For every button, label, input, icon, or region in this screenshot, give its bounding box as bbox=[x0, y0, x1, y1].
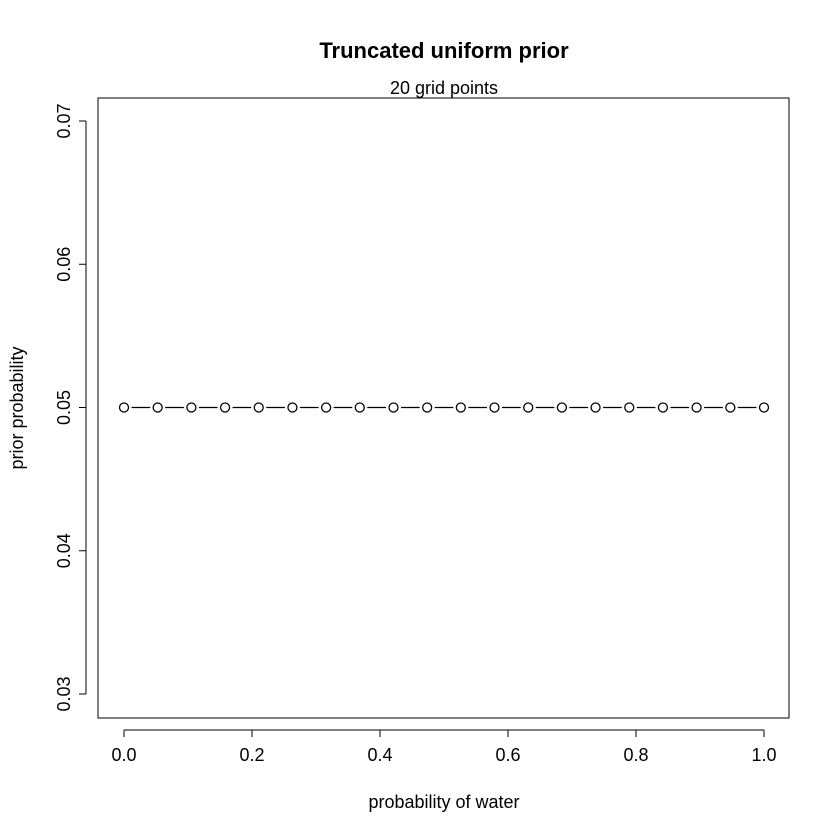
data-point bbox=[152, 402, 163, 413]
data-point bbox=[523, 402, 534, 413]
y-tick-label: 0.05 bbox=[54, 390, 74, 425]
chart-subtitle: 20 grid points bbox=[390, 78, 498, 98]
data-point bbox=[422, 402, 433, 413]
data-point bbox=[354, 402, 365, 413]
data-point bbox=[691, 402, 702, 413]
data-point bbox=[455, 402, 466, 413]
data-point bbox=[556, 402, 568, 413]
data-point bbox=[624, 402, 635, 413]
data-point bbox=[320, 402, 332, 413]
x-tick-label: 0.6 bbox=[495, 745, 520, 765]
x-axis-label: probability of water bbox=[368, 792, 519, 812]
data-point bbox=[118, 402, 130, 413]
series-layer bbox=[118, 402, 770, 413]
data-point bbox=[489, 402, 500, 413]
x-tick-label: 0.0 bbox=[111, 745, 136, 765]
plot-frame bbox=[97, 97, 790, 719]
data-point bbox=[657, 402, 669, 413]
data-point bbox=[388, 402, 399, 413]
x-tick-label: 0.4 bbox=[367, 745, 392, 765]
data-point bbox=[253, 402, 264, 413]
x-tick-label: 0.8 bbox=[623, 745, 648, 765]
x-tick-label: 1.0 bbox=[751, 745, 776, 765]
y-axis: 0.03 0.04 0.05 0.06 0.07 bbox=[54, 103, 87, 712]
y-tick-label: 0.06 bbox=[54, 247, 74, 282]
y-tick-label: 0.07 bbox=[54, 103, 74, 138]
data-point bbox=[590, 402, 601, 413]
data-point bbox=[186, 402, 197, 413]
y-axis-label: prior probability bbox=[7, 346, 27, 469]
x-axis: 0.0 0.2 0.4 0.6 0.8 1.0 bbox=[111, 729, 777, 765]
data-point bbox=[219, 402, 231, 413]
y-tick-label: 0.03 bbox=[54, 676, 74, 711]
x-tick-label: 0.2 bbox=[239, 745, 264, 765]
data-point bbox=[287, 402, 298, 413]
data-point bbox=[758, 402, 770, 413]
data-point bbox=[725, 402, 736, 413]
y-tick-label: 0.04 bbox=[54, 533, 74, 568]
chart-title: Truncated uniform prior bbox=[319, 38, 569, 63]
